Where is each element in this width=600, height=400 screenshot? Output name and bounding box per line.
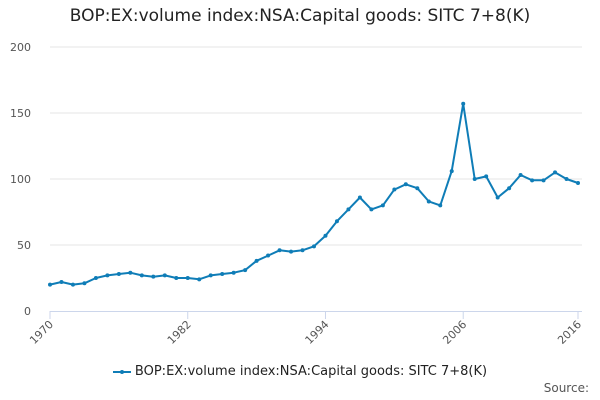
data-point[interactable] [220,272,225,277]
data-point[interactable] [277,248,282,253]
data-point[interactable] [208,273,213,278]
data-point[interactable] [403,182,408,187]
data-point[interactable] [105,273,110,278]
credits[interactable]: Source: [543,381,589,395]
x-tick-label: 1970 [27,318,56,347]
data-point[interactable] [461,101,466,106]
data-point[interactable] [70,282,75,287]
data-point[interactable] [151,274,156,279]
data-point[interactable] [243,268,248,273]
data-point[interactable] [128,270,133,275]
data-point[interactable] [312,244,316,249]
y-tick-label: 150 [10,107,31,120]
data-point[interactable] [254,258,259,263]
data-point[interactable] [231,270,236,275]
data-point[interactable] [116,272,121,277]
data-point[interactable] [323,233,328,238]
data-point[interactable] [576,180,580,185]
data-point[interactable] [472,177,477,181]
y-tick-label: 50 [17,239,31,252]
data-point[interactable] [369,207,374,212]
x-tick-label: 1994 [303,318,332,347]
data-point[interactable] [185,276,190,280]
data-point[interactable] [495,195,500,200]
y-tick-label: 200 [10,41,31,54]
data-point[interactable] [82,281,87,286]
data-point[interactable] [380,203,385,208]
data-point[interactable] [530,178,535,183]
data-point[interactable] [357,195,362,200]
y-tick-label: 0 [24,305,31,318]
legend-label: BOP:EX:volume index:NSA:Capital goods: S… [134,364,488,379]
data-point[interactable] [334,219,339,224]
x-tick-label: 2006 [440,318,469,347]
data-point[interactable] [541,178,546,183]
y-axis: 0 50 100 150 200 [10,41,31,318]
series-line [49,102,579,286]
data-point[interactable] [266,253,271,258]
chart-title: BOP:EX:volume index:NSA:Capital goods: S… [69,6,531,26]
data-point[interactable] [93,276,98,280]
data-point[interactable] [59,279,64,284]
data-point[interactable] [518,173,523,178]
legend-swatch-icon [112,367,131,377]
series-group [48,101,580,287]
data-point[interactable] [438,203,443,208]
data-point[interactable] [553,170,558,175]
data-point[interactable] [507,186,512,191]
data-point[interactable] [426,199,431,204]
x-axis-ticks: 1970 1982 1994 2006 2016 [27,311,584,347]
x-tick-label: 1982 [165,318,194,347]
data-point[interactable] [289,249,294,254]
data-point[interactable] [162,273,167,278]
data-point[interactable] [484,174,489,179]
y-tick-label: 100 [10,173,31,186]
data-point[interactable] [392,187,397,192]
data-point[interactable] [415,186,420,191]
data-point[interactable] [174,276,179,280]
gridlines [50,46,582,246]
data-point[interactable] [300,248,305,253]
data-point[interactable] [48,282,52,287]
x-tick-label: 2016 [555,318,584,347]
data-point[interactable] [564,177,569,181]
data-point[interactable] [449,169,454,174]
data-point[interactable] [346,207,351,212]
legend[interactable]: BOP:EX:volume index:NSA:Capital goods: S… [0,364,600,379]
data-point[interactable] [197,277,202,282]
data-point[interactable] [139,273,144,278]
